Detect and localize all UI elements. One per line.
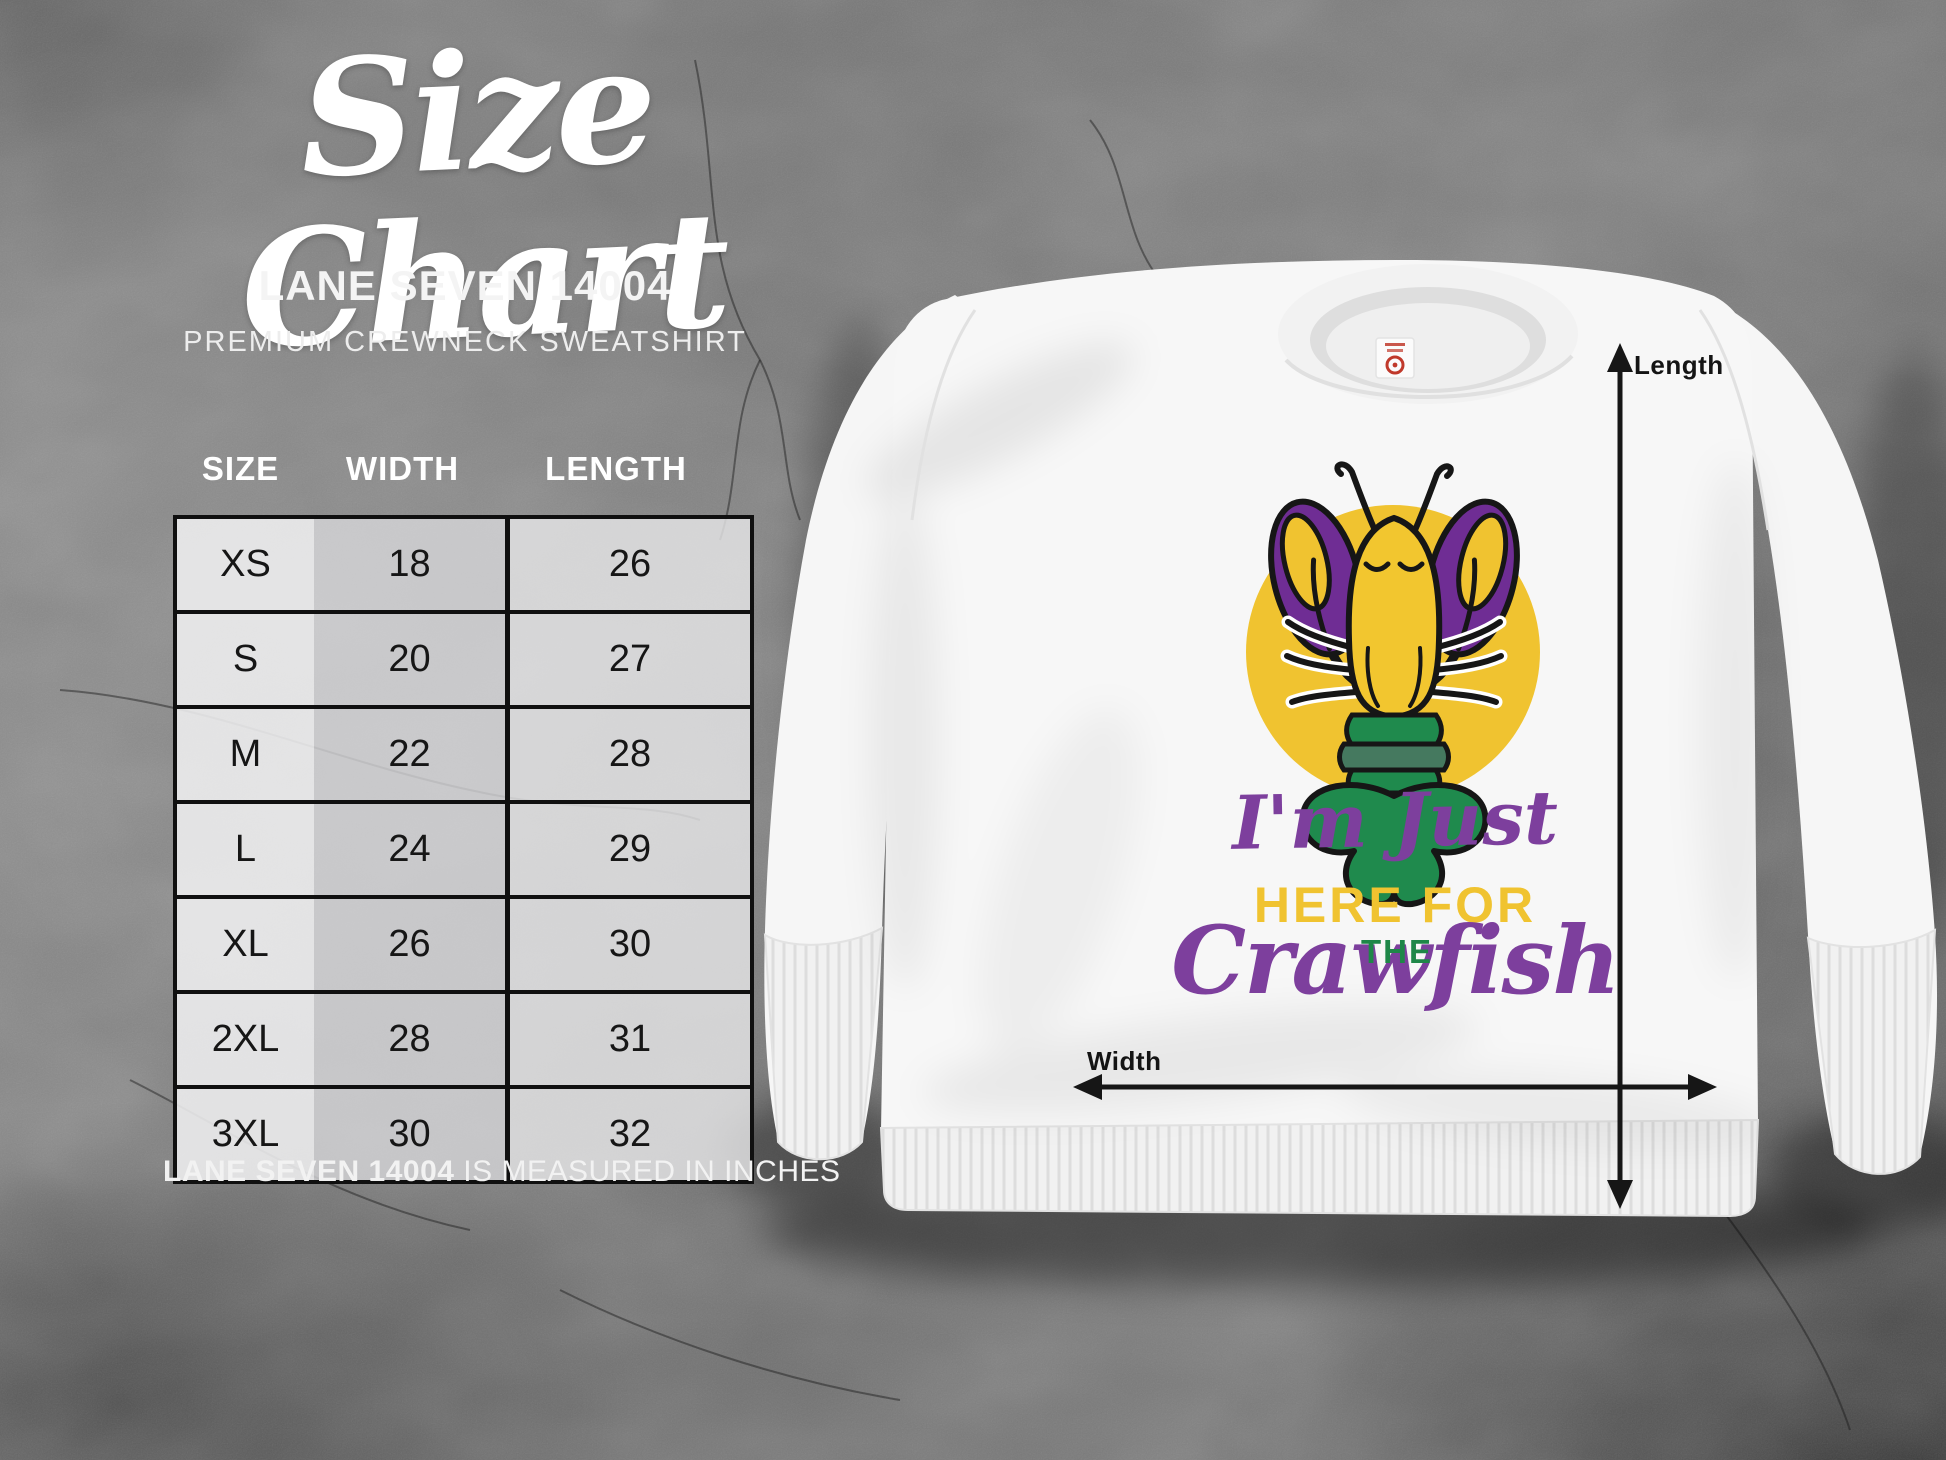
column-header-length: LENGTH xyxy=(545,450,687,487)
measurement-note: LANE SEVEN 14004 IS MEASURED IN INCHES xyxy=(163,1155,840,1189)
collar xyxy=(1278,264,1578,404)
length-label: Length xyxy=(1634,350,1724,380)
cell-length: 28 xyxy=(507,705,754,804)
column-header-width: WIDTH xyxy=(345,450,460,487)
crawfish-body xyxy=(1345,514,1443,721)
cell-size: XL xyxy=(173,895,314,994)
table-row: XS 18 26 xyxy=(173,515,754,614)
cell-size: M xyxy=(173,705,314,804)
shirt-text-line3: THE xyxy=(1361,933,1433,970)
cell-length: 26 xyxy=(507,515,754,614)
width-label: Width xyxy=(1087,1046,1162,1076)
cell-length: 29 xyxy=(507,800,754,899)
cell-size: XS xyxy=(173,515,314,614)
column-header-size: SIZE xyxy=(201,450,280,487)
cell-length: 27 xyxy=(507,610,754,709)
cell-width: 26 xyxy=(314,895,510,994)
cell-length: 30 xyxy=(507,895,754,994)
table-row: XL 26 30 xyxy=(173,895,754,994)
cell-size: S xyxy=(173,610,314,709)
shirt-text-line1: I'm Just xyxy=(1231,775,1559,867)
product-model: LANE SEVEN 14004 xyxy=(258,262,672,309)
product-description: PREMIUM CREWNECK SWEATSHIRT xyxy=(183,326,747,358)
cell-width: 24 xyxy=(314,800,510,899)
cell-width: 22 xyxy=(314,705,510,804)
table-row: 2XL 28 31 xyxy=(173,990,754,1089)
cell-size: 2XL xyxy=(173,990,314,1089)
measurement-note-model: LANE SEVEN 14004 xyxy=(163,1155,455,1188)
left-cuff xyxy=(763,926,884,1161)
table-row: S 20 27 xyxy=(173,610,754,709)
size-table-header: SIZE WIDTH LENGTH xyxy=(173,450,735,488)
size-chart-table: XS 18 26 S 20 27 M 22 28 L 24 29 XL 26 xyxy=(173,515,754,1184)
collar-brand-tag xyxy=(1375,337,1415,379)
cell-width: 28 xyxy=(314,990,510,1089)
measurement-note-rest: IS MEASURED IN INCHES xyxy=(454,1155,841,1188)
cell-size: L xyxy=(173,800,314,899)
table-row: L 24 29 xyxy=(173,800,754,899)
cell-width: 18 xyxy=(314,515,510,614)
cell-length: 31 xyxy=(507,990,754,1089)
table-row: M 22 28 xyxy=(173,705,754,804)
cell-width: 20 xyxy=(314,610,510,709)
